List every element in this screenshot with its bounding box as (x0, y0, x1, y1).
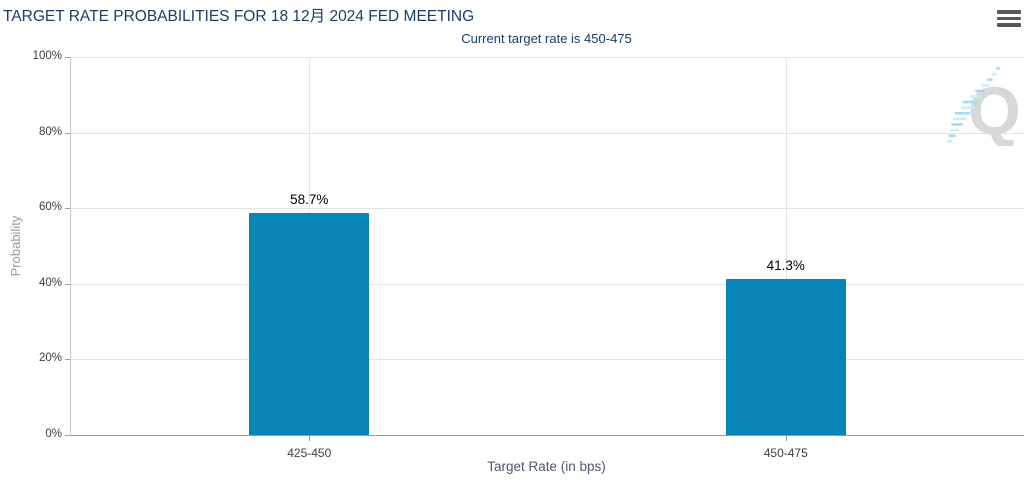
y-axis-labels: 0% 20% 40% 60% 80% 100% (0, 50, 62, 440)
y-axis-tick-label: 100% (32, 50, 62, 62)
gridline-horizontal (71, 132, 1024, 134)
watermark-q-letter: Q (968, 73, 1018, 146)
y-axis-tick (65, 283, 70, 285)
chart-title: TARGET RATE PROBABILITIES FOR 18 12月 202… (3, 8, 475, 25)
y-axis-tick (65, 435, 70, 436)
x-axis-category-label: 450-475 (763, 446, 808, 460)
gridline-horizontal (71, 359, 1024, 361)
x-axis-tick (785, 436, 787, 441)
probability-bar[interactable] (249, 213, 370, 435)
gridline-vertical (785, 57, 787, 435)
x-axis-tick (309, 436, 311, 441)
y-axis-tick-label: 80% (38, 125, 62, 138)
probability-bar[interactable] (725, 278, 846, 435)
bar-value-label: 58.7% (290, 192, 329, 208)
chart-subtitle: Current target rate is 450-475 (461, 31, 632, 46)
gridline-horizontal (71, 57, 1024, 58)
menu-bar (997, 16, 1021, 21)
y-axis-title: Probability (8, 215, 23, 277)
watermark-dashes (947, 67, 1001, 143)
y-axis-tick (65, 132, 70, 134)
hamburger-menu-icon[interactable] (997, 10, 1021, 30)
menu-bar (997, 10, 1021, 14)
y-axis-tick-label: 0% (45, 428, 62, 440)
x-axis-title: Target Rate (in bps) (487, 459, 606, 474)
y-axis-tick-label: 40% (38, 276, 62, 289)
menu-bar (997, 23, 1021, 27)
x-axis-category-label: 425-450 (287, 446, 332, 460)
y-axis-tick-label: 60% (38, 201, 62, 214)
quikstrike-logo-watermark: Q (947, 67, 1018, 146)
plot-area: Q 58.7% 425-450 41.3% 450-475 (65, 57, 1024, 460)
bar-value-label: 41.3% (766, 257, 805, 273)
y-axis-tick (65, 359, 70, 361)
y-axis-tick (65, 208, 70, 210)
gridline-horizontal (71, 283, 1024, 285)
gridline-horizontal (71, 208, 1024, 210)
y-axis-tick (65, 57, 70, 58)
y-axis-tick-label: 20% (38, 352, 62, 365)
